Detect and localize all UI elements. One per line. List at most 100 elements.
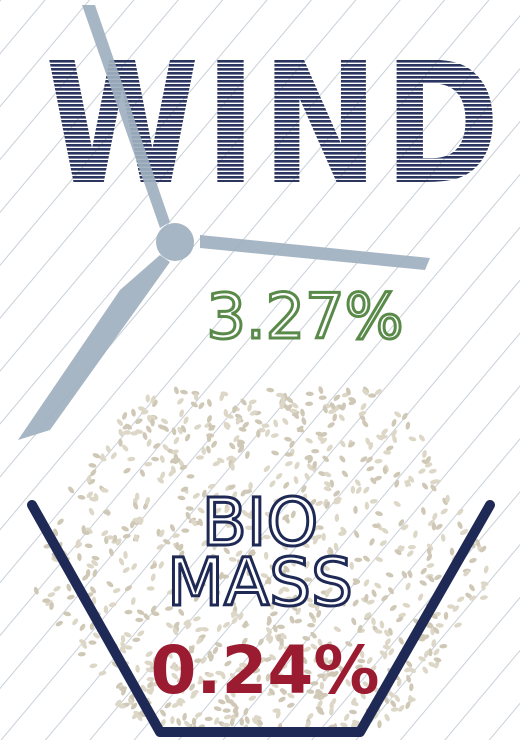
pellet: [240, 398, 247, 406]
pellet: [307, 713, 314, 720]
pellet: [136, 714, 143, 722]
pellet: [242, 421, 249, 429]
pellet: [284, 436, 292, 442]
pellet: [152, 681, 160, 687]
pellet: [123, 551, 128, 559]
pellet: [235, 417, 242, 425]
pellet: [376, 434, 384, 441]
pellet: [66, 594, 75, 600]
pellet: [480, 545, 487, 553]
pellet: [75, 542, 83, 549]
pellet: [220, 391, 229, 397]
pellet: [225, 699, 234, 704]
pellet: [123, 430, 131, 435]
pellet: [269, 564, 276, 572]
pellet: [405, 701, 411, 709]
pellet: [342, 588, 351, 594]
pellet: [108, 602, 117, 608]
pellet: [334, 513, 340, 522]
pellet: [286, 396, 294, 404]
pellet: [341, 402, 346, 411]
pellet: [198, 580, 206, 587]
pellet: [398, 612, 406, 618]
pellet: [246, 568, 252, 576]
pellet: [360, 456, 368, 463]
pellet: [89, 663, 98, 669]
pellet: [445, 494, 450, 503]
pellet: [360, 691, 366, 700]
pellet: [88, 640, 97, 645]
pellet: [379, 540, 387, 546]
pellet: [119, 646, 127, 654]
pellet: [420, 567, 427, 575]
pellet: [310, 643, 318, 650]
pellet: [173, 386, 179, 395]
pellet: [135, 617, 144, 623]
pellet: [338, 414, 345, 422]
pellet: [171, 567, 178, 575]
pellet: [329, 402, 336, 410]
pellet: [469, 595, 477, 601]
pellet: [124, 423, 133, 430]
pellet: [423, 650, 430, 658]
pellet: [90, 469, 97, 477]
pellet: [176, 677, 185, 683]
pellet: [349, 709, 357, 715]
pellet: [131, 408, 136, 417]
pellet: [147, 681, 154, 688]
pellet: [306, 463, 314, 471]
pellet: [135, 418, 143, 425]
pellet: [284, 648, 292, 655]
pellet: [294, 618, 303, 624]
pellet: [305, 401, 314, 407]
pellet: [170, 716, 175, 725]
pellet: [216, 624, 222, 632]
pellet: [370, 477, 377, 485]
pellet: [305, 597, 313, 603]
pellet: [315, 431, 324, 437]
pellet: [146, 425, 152, 433]
pellet: [193, 616, 201, 622]
pellet: [360, 403, 367, 411]
pellet: [433, 657, 442, 663]
pellet: [86, 563, 95, 569]
pellet: [92, 632, 100, 639]
pellet: [398, 704, 405, 712]
pellet: [407, 570, 413, 579]
pellet: [374, 458, 383, 464]
pellet: [439, 643, 448, 649]
pellet: [178, 608, 185, 616]
pellet: [475, 539, 481, 547]
pellet: [130, 431, 139, 436]
pellet: [178, 550, 185, 558]
pellet: [258, 638, 264, 646]
pellet: [158, 561, 164, 569]
pellet: [173, 436, 180, 445]
pellet: [103, 605, 109, 614]
pellet: [379, 620, 385, 629]
pellet: [155, 660, 164, 666]
pellet: [328, 409, 337, 414]
pellet: [186, 474, 195, 479]
pellet: [101, 530, 109, 537]
pellet: [182, 712, 187, 721]
pellet: [239, 662, 248, 668]
pellet: [236, 530, 242, 538]
pellet: [226, 413, 234, 419]
pellet: [463, 569, 470, 577]
pellet: [151, 456, 160, 462]
pellet: [393, 471, 401, 478]
pellet: [271, 450, 279, 456]
pellet: [406, 660, 413, 668]
pellet: [238, 427, 247, 432]
pellet: [381, 594, 389, 602]
pellet: [379, 650, 387, 657]
pellet: [290, 559, 296, 567]
pellet: [191, 717, 197, 726]
pellet: [193, 594, 200, 602]
pellet: [47, 592, 56, 598]
pellet: [263, 465, 271, 472]
pellet: [374, 582, 382, 589]
pellet: [191, 519, 197, 527]
pellet: [118, 704, 126, 709]
